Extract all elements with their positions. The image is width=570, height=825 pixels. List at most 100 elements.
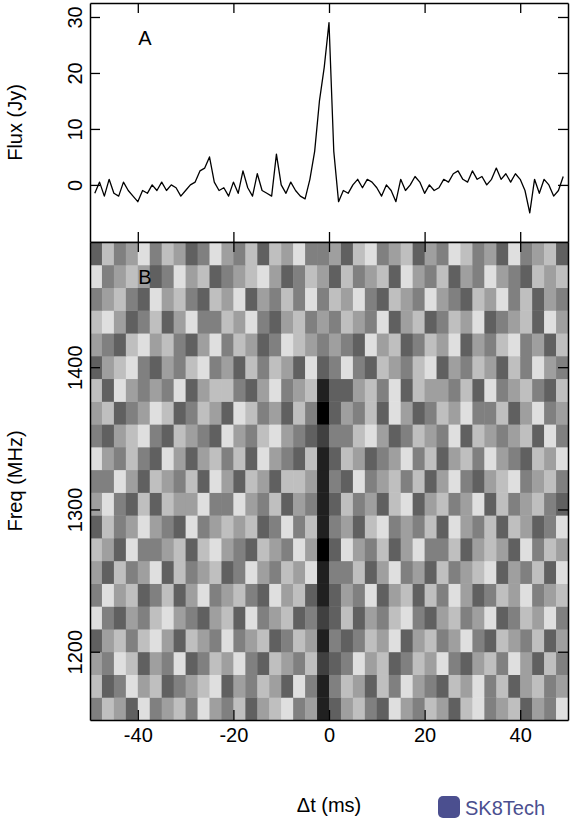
heatmap-cell bbox=[401, 538, 413, 561]
heatmap-cell bbox=[210, 515, 222, 538]
heatmap-cell bbox=[520, 697, 532, 720]
heatmap-cell bbox=[520, 288, 532, 311]
heatmap-cell bbox=[544, 356, 556, 379]
heatmap-cell bbox=[210, 447, 222, 470]
heatmap-cell bbox=[449, 310, 461, 333]
heatmap-cell bbox=[245, 674, 257, 697]
tick-mark bbox=[520, 710, 521, 720]
heatmap-cell bbox=[198, 310, 210, 333]
heatmap-cell bbox=[198, 561, 210, 584]
heatmap-cell bbox=[365, 697, 377, 720]
axis: 0102030 bbox=[64, 4, 100, 243]
tick-mark bbox=[558, 129, 568, 130]
tick-mark bbox=[558, 509, 568, 510]
tick bbox=[425, 232, 426, 242]
heatmap-cell bbox=[293, 561, 305, 584]
heatmap-cell bbox=[496, 515, 508, 538]
heatmap-cell bbox=[508, 606, 520, 629]
heatmap-cell bbox=[317, 265, 329, 288]
heatmap-cell bbox=[341, 265, 353, 288]
heatmap-cell bbox=[150, 515, 162, 538]
heatmap-cell bbox=[293, 606, 305, 629]
heatmap-cell bbox=[401, 515, 413, 538]
heatmap-cell bbox=[90, 242, 102, 265]
heatmap-cell bbox=[114, 697, 126, 720]
heatmap-cell bbox=[245, 401, 257, 424]
heatmap-cell bbox=[484, 515, 496, 538]
heatmap-cell bbox=[257, 356, 269, 379]
heatmap-cell bbox=[126, 697, 138, 720]
heatmap-cell bbox=[162, 242, 174, 265]
heatmap-cell bbox=[126, 561, 138, 584]
heatmap-cell bbox=[162, 697, 174, 720]
heatmap-cell bbox=[245, 333, 257, 356]
heatmap-cell bbox=[102, 470, 114, 493]
heatmap-cell bbox=[233, 652, 245, 675]
heatmap-cell bbox=[317, 288, 329, 311]
heatmap-cell bbox=[437, 515, 449, 538]
heatmap-cell bbox=[401, 674, 413, 697]
heatmap-cell bbox=[425, 288, 437, 311]
heatmap-cell bbox=[245, 606, 257, 629]
tick-mark bbox=[558, 185, 568, 186]
heatmap-cell bbox=[221, 674, 233, 697]
heatmap-cell bbox=[198, 356, 210, 379]
heatmap-cell bbox=[281, 515, 293, 538]
heatmap-cell bbox=[460, 242, 472, 265]
heatmap-cell bbox=[472, 288, 484, 311]
tick-label: 1300 bbox=[64, 488, 86, 533]
heatmap-cell bbox=[353, 492, 365, 515]
heatmap-cell bbox=[449, 288, 461, 311]
heatmap-cell bbox=[389, 424, 401, 447]
heatmap-cell bbox=[520, 333, 532, 356]
heatmap-cell bbox=[257, 538, 269, 561]
heatmap-cell bbox=[317, 515, 329, 538]
heatmap-cell bbox=[150, 401, 162, 424]
heatmap-cell bbox=[198, 265, 210, 288]
heatmap-cell bbox=[472, 310, 484, 333]
heatmap-cell bbox=[174, 606, 186, 629]
heatmap-cell bbox=[544, 561, 556, 584]
heatmap-cell bbox=[90, 356, 102, 379]
heatmap-cell bbox=[293, 629, 305, 652]
tick bbox=[558, 129, 568, 130]
heatmap-cell bbox=[293, 515, 305, 538]
tick bbox=[138, 232, 139, 242]
heatmap-cell bbox=[126, 674, 138, 697]
heatmap-cell bbox=[198, 629, 210, 652]
heatmap-cell bbox=[233, 674, 245, 697]
heatmap-cell bbox=[508, 652, 520, 675]
heatmap-cell bbox=[329, 333, 341, 356]
heatmap-cell bbox=[150, 697, 162, 720]
heatmap-cell bbox=[317, 242, 329, 265]
heatmap-cell bbox=[425, 583, 437, 606]
heatmap-cell bbox=[472, 265, 484, 288]
heatmap-cell bbox=[532, 447, 544, 470]
heatmap-cell bbox=[269, 333, 281, 356]
heatmap-cell bbox=[174, 242, 186, 265]
heatmap-cell bbox=[245, 515, 257, 538]
axis-line bbox=[568, 243, 570, 721]
heatmap-cell bbox=[401, 401, 413, 424]
heatmap-cell bbox=[449, 561, 461, 584]
heatmap-cell bbox=[269, 401, 281, 424]
heatmap-cell bbox=[389, 470, 401, 493]
heatmap-cell bbox=[544, 288, 556, 311]
heatmap-cell bbox=[532, 629, 544, 652]
heatmap-cell bbox=[484, 379, 496, 402]
heatmap-cell bbox=[233, 288, 245, 311]
heatmap-cell bbox=[293, 265, 305, 288]
heatmap-cell bbox=[257, 674, 269, 697]
heatmap-cell bbox=[544, 674, 556, 697]
heatmap-cell bbox=[460, 288, 472, 311]
heatmap-cell bbox=[520, 583, 532, 606]
heatmap-cell bbox=[532, 401, 544, 424]
heatmap-cell bbox=[329, 288, 341, 311]
heatmap-cell bbox=[90, 629, 102, 652]
axis-line bbox=[90, 4, 92, 243]
heatmap-cell bbox=[353, 629, 365, 652]
heatmap-cell bbox=[341, 333, 353, 356]
heatmap-cell bbox=[377, 629, 389, 652]
axis bbox=[558, 4, 569, 243]
heatmap-cell bbox=[114, 629, 126, 652]
